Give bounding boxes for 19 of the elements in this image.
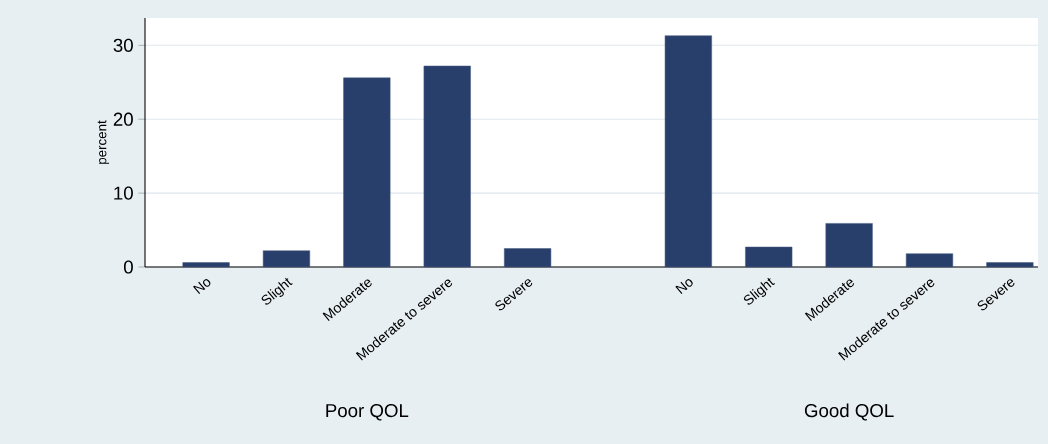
bar	[423, 65, 471, 268]
bar	[343, 77, 391, 268]
bar	[825, 223, 873, 268]
y-tick-label: 10	[114, 186, 133, 200]
bar	[986, 262, 1034, 268]
bar	[745, 246, 793, 268]
x-tick-label: No	[675, 279, 693, 295]
y-axis-title: percent	[97, 120, 110, 164]
y-tick-label: 20	[113, 112, 133, 126]
bar	[905, 253, 954, 268]
bar	[262, 250, 311, 268]
bar	[664, 35, 712, 268]
bar	[182, 262, 230, 268]
y-tick-label: 30	[113, 38, 133, 52]
text: Good QOL	[804, 403, 894, 421]
x-tick-label: No	[193, 279, 211, 295]
y-tick-label: 0	[123, 260, 133, 274]
text: Poor QOL	[326, 403, 409, 421]
bar	[504, 248, 552, 268]
